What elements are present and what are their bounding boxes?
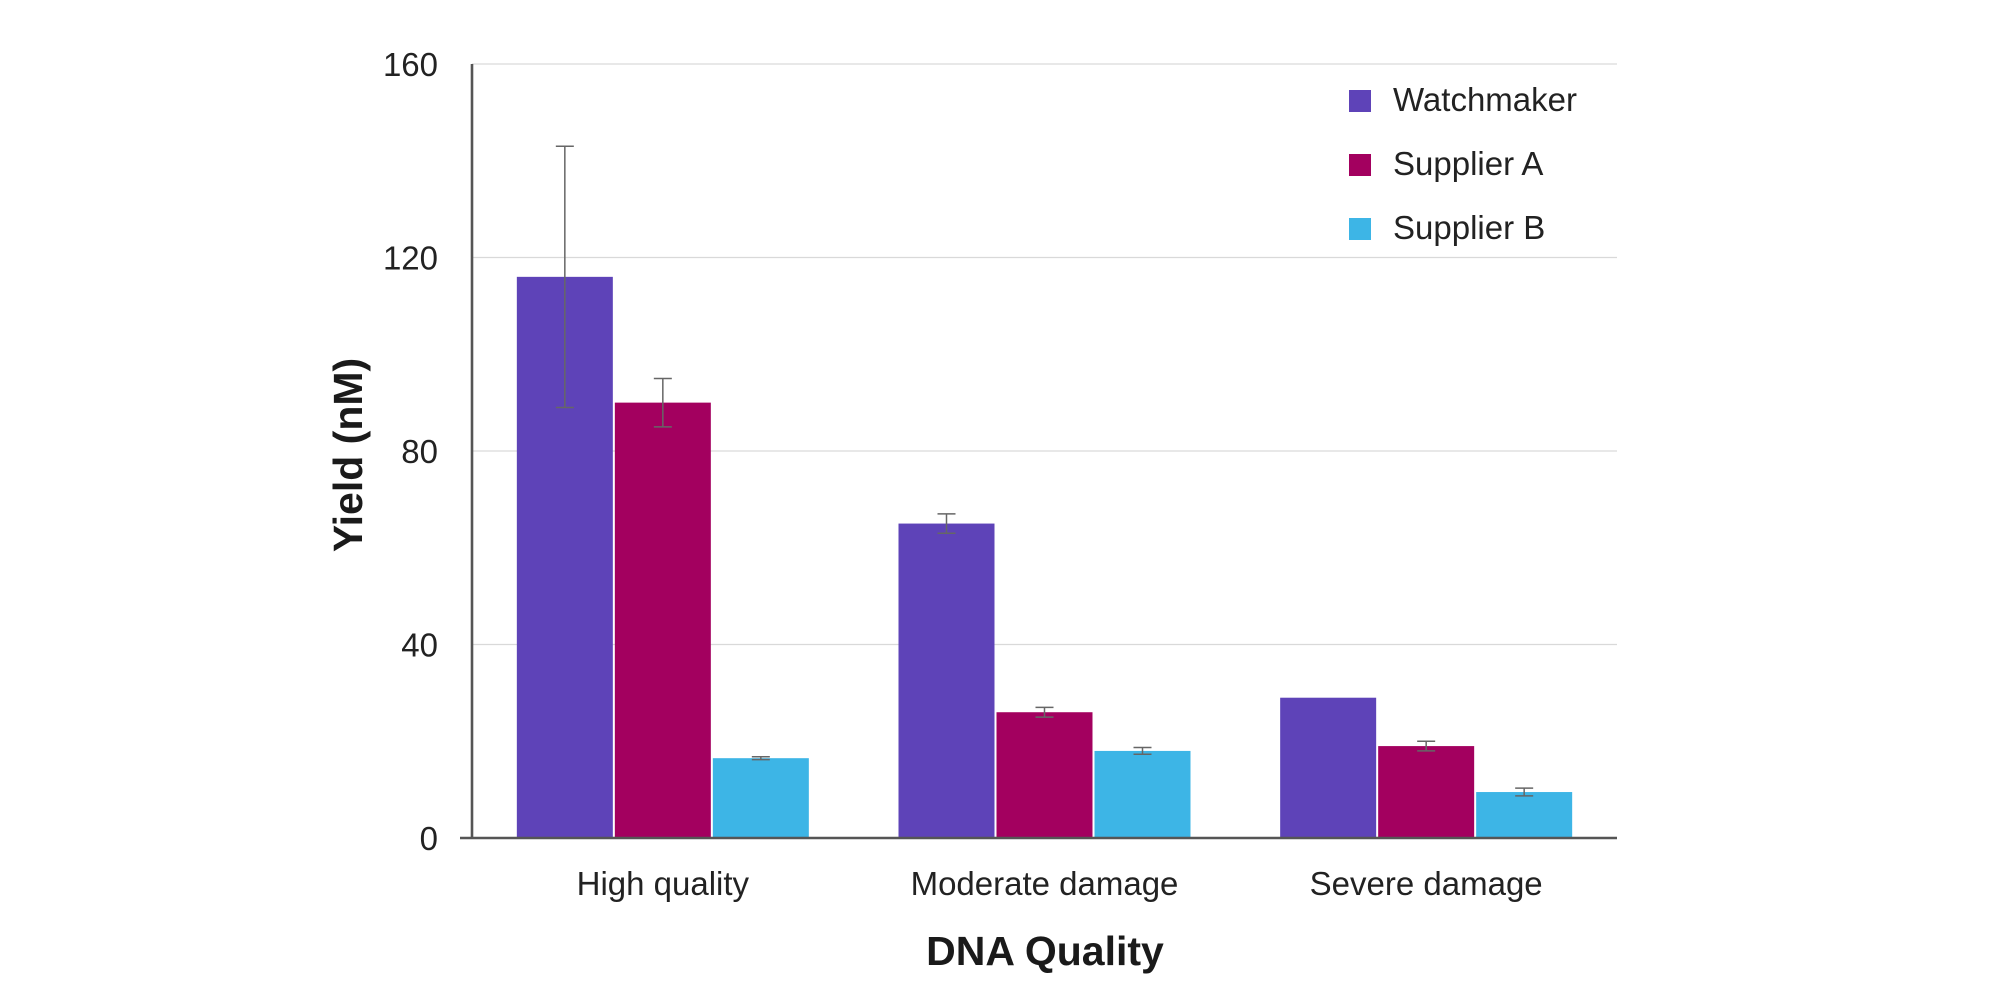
y-tick-label: 160 (383, 46, 438, 83)
error-bar (1515, 787, 1534, 797)
bar-supplier-a-0 (614, 402, 711, 838)
legend-item: Watchmaker (1349, 81, 1577, 118)
bar-supplier-a-1 (996, 712, 1093, 838)
y-tick-label: 0 (420, 820, 438, 857)
legend-item: Supplier B (1349, 209, 1545, 246)
error-bar (751, 755, 770, 761)
error-bar (555, 145, 574, 409)
bar-supplier-b-0 (712, 758, 809, 838)
x-tick-label: Severe damage (1310, 865, 1543, 902)
legend-item: Supplier A (1349, 145, 1543, 182)
x-tick-label: Moderate damage (911, 865, 1179, 902)
legend-label: Supplier A (1393, 145, 1543, 182)
legend-swatch (1349, 90, 1371, 112)
legend-swatch (1349, 218, 1371, 240)
y-axis-title: Yield (nM) (325, 358, 371, 552)
bar-supplier-b-2 (1476, 792, 1573, 838)
bars (516, 276, 1573, 839)
error-bar (1417, 740, 1436, 752)
y-tick-label: 120 (383, 240, 438, 277)
bar-supplier-a-2 (1378, 746, 1475, 838)
bar-supplier-b-1 (1094, 750, 1191, 838)
x-tick-label: High quality (577, 865, 750, 902)
error-bar (1133, 746, 1152, 756)
legend-swatch (1349, 154, 1371, 176)
x-axis-title: DNA Quality (926, 928, 1164, 974)
error-bar (653, 377, 672, 428)
y-tick-label: 40 (401, 627, 438, 664)
axis-labels: 0 40 80 120 160 High quality Moderate damage Se… (383, 46, 1543, 902)
bar-watchmaker-1 (898, 523, 995, 838)
bar-watchmaker-2 (1280, 697, 1377, 838)
axes (460, 64, 1617, 840)
legend-label: Watchmaker (1393, 81, 1577, 118)
error-bars (555, 145, 1534, 797)
error-bar (937, 513, 956, 534)
legend-label: Supplier B (1393, 209, 1545, 246)
legend: Watchmaker Supplier A Supplier B (1349, 81, 1577, 246)
y-tick-label: 80 (401, 433, 438, 470)
error-bar (1035, 706, 1054, 718)
